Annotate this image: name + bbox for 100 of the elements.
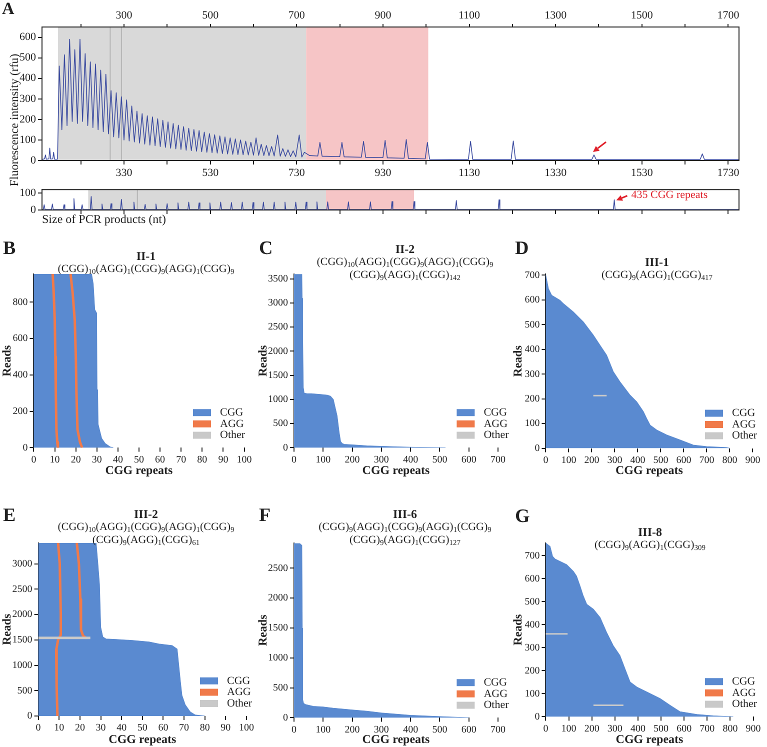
x-tick-label: 60 bbox=[155, 454, 166, 466]
x-tick-label: 20 bbox=[70, 454, 81, 466]
x-tick-label: 700 bbox=[700, 723, 715, 734]
text: (CGG)$_{10}$(AGG)$_{1}$(CGG)$_{9}$(AGG)$_{1}$(CGG)$_{9}$ (CGG)$_{9}$(AGG)$_{1}$(CGG)$_{61}$ bbox=[58, 520, 234, 546]
x-tick-label: 400 bbox=[403, 454, 418, 466]
x-tick-label: 530 bbox=[202, 166, 220, 179]
annotation: 435 CGG repeats bbox=[631, 189, 708, 202]
x2-tick-label: 1100 bbox=[458, 9, 481, 22]
y-tick-label: 2500 bbox=[268, 322, 288, 333]
x-tick-label: 200 bbox=[584, 454, 600, 466]
legend-label: CGG bbox=[732, 675, 756, 688]
y-tick-label: 3000 bbox=[12, 558, 32, 570]
y-axis-title: Reads bbox=[255, 344, 270, 377]
y-tick-label: 2000 bbox=[12, 609, 32, 620]
x-tick-label: 100 bbox=[236, 454, 252, 466]
x-tick-label: 600 bbox=[461, 724, 476, 736]
y-tick-label: 2500 bbox=[268, 562, 288, 574]
legend-label: AGG bbox=[732, 418, 756, 430]
legend-label: CGG bbox=[484, 406, 507, 418]
legend-label: AGG bbox=[484, 688, 508, 700]
y-tick-label: 0 bbox=[30, 204, 36, 216]
x-tick-label: 0 bbox=[292, 454, 296, 466]
x-tick-label: 200 bbox=[344, 724, 360, 736]
y-axis-title: Reads bbox=[0, 614, 14, 646]
y-tick-label: 200 bbox=[12, 406, 28, 417]
y-tick-label: 100 bbox=[20, 134, 36, 146]
y-tick-label: 600 bbox=[524, 573, 540, 584]
legend-label: CGG bbox=[220, 406, 244, 418]
x-tick-label: 100 bbox=[239, 722, 254, 734]
y-tick-label: 100 bbox=[524, 418, 540, 430]
x-tick-label: 500 bbox=[432, 454, 448, 466]
y-tick-label: 2000 bbox=[268, 592, 288, 604]
y-tick-label: 500 bbox=[20, 52, 36, 64]
legend-label: Other bbox=[227, 697, 252, 710]
x-tick-label: 20 bbox=[74, 722, 85, 734]
y-tick-label: 100 bbox=[524, 688, 540, 700]
y-tick-label: 0 bbox=[27, 710, 32, 722]
legend-label: AGG bbox=[220, 418, 244, 430]
y-tick-label: 0 bbox=[534, 442, 540, 454]
y-tick-label: 100 bbox=[20, 186, 36, 199]
text: E bbox=[3, 505, 16, 526]
y-tick-label: 300 bbox=[524, 642, 540, 654]
x-tick-label: 600 bbox=[676, 723, 692, 734]
x-tick-label: 100 bbox=[316, 454, 331, 466]
text: D bbox=[515, 238, 529, 259]
text: (CGG)$_{10}$(AGG)$_{1}$(CGG)$_{9}$(AGG)$_{1}$(CGG)$_{9}$ bbox=[58, 262, 234, 276]
y-tick-label: 1000 bbox=[268, 652, 288, 664]
x-tick-label: 700 bbox=[490, 454, 506, 466]
x-tick-label: 700 bbox=[699, 454, 714, 466]
x2-tick-label: 1700 bbox=[717, 9, 740, 22]
x-tick-label: 700 bbox=[490, 724, 506, 736]
x-tick-label: 400 bbox=[630, 723, 646, 734]
x-tick-label: 500 bbox=[654, 723, 669, 734]
y-tick-label: 500 bbox=[273, 682, 288, 694]
y-tick-label: 0 bbox=[30, 154, 36, 166]
y-tick-label: 2500 bbox=[12, 584, 32, 595]
text: (CGG)$_{9}$(AGG)$_{1}$(CGG)$_{9}$(AGG)$_{1}$(CGG)$_{9}$ (CGG)$_{9}$(AGG)$_{1}$(CGG)$_{127}$ bbox=[318, 520, 492, 546]
y-tick-label: 400 bbox=[524, 344, 540, 356]
x-tick-label: 80 bbox=[197, 454, 208, 466]
x-tick-label: 10 bbox=[50, 454, 60, 466]
x-tick-label: 600 bbox=[461, 454, 476, 466]
chart-subtitle: (CGG)$_{9}$(AGG)$_{1}$(CGG)$_{309}$ bbox=[594, 538, 706, 552]
x-tick-label: 300 bbox=[374, 454, 389, 466]
x-tick-label: 300 bbox=[607, 723, 622, 734]
x2-tick-label: 300 bbox=[116, 9, 133, 22]
x-tick-label: 100 bbox=[561, 454, 576, 466]
y-tick-label: 0 bbox=[283, 712, 288, 724]
y-tick-label: 400 bbox=[20, 72, 36, 84]
legend-label: Other bbox=[732, 430, 758, 442]
y-tick-label: 400 bbox=[12, 370, 28, 381]
y-tick-label: 1500 bbox=[12, 634, 32, 646]
y-tick-label: 400 bbox=[524, 619, 540, 630]
x-tick-label: 90 bbox=[218, 454, 228, 466]
y-tick-label: 600 bbox=[12, 333, 28, 344]
y-tick-label: 200 bbox=[20, 113, 36, 126]
x-tick-label: 930 bbox=[374, 166, 392, 179]
y-tick-label: 1500 bbox=[268, 370, 288, 381]
x-tick-label: 800 bbox=[722, 454, 738, 466]
x-axis-title: Size of PCR products (nt) bbox=[42, 212, 166, 226]
x-tick-label: 40 bbox=[116, 722, 127, 734]
x-tick-label: 900 bbox=[745, 454, 760, 466]
legend-label: CGG bbox=[732, 407, 756, 420]
x-axis-title: CGG repeats bbox=[108, 732, 176, 746]
x-tick-label: 0 bbox=[292, 724, 296, 736]
y-tick-label: 500 bbox=[524, 596, 540, 608]
legend-label: AGG bbox=[732, 686, 756, 699]
x-tick-label: 100 bbox=[316, 724, 331, 736]
x-tick-label: 200 bbox=[584, 723, 600, 734]
x2-tick-label: 1500 bbox=[630, 9, 654, 22]
chart-title: II-2 bbox=[394, 242, 416, 256]
y-tick-label: 1000 bbox=[12, 660, 32, 671]
y-axis-title: Reads bbox=[0, 344, 14, 377]
x-tick-label: 730 bbox=[288, 166, 306, 179]
legend-label: Other bbox=[484, 699, 510, 712]
chart-title: III-1 bbox=[644, 254, 670, 268]
y-axis-title: Reads bbox=[255, 614, 270, 646]
x-tick-label: 1730 bbox=[717, 166, 740, 179]
x-tick-label: 800 bbox=[722, 723, 738, 734]
x-tick-label: 330 bbox=[116, 166, 133, 179]
y-tick-label: 3500 bbox=[268, 273, 288, 284]
